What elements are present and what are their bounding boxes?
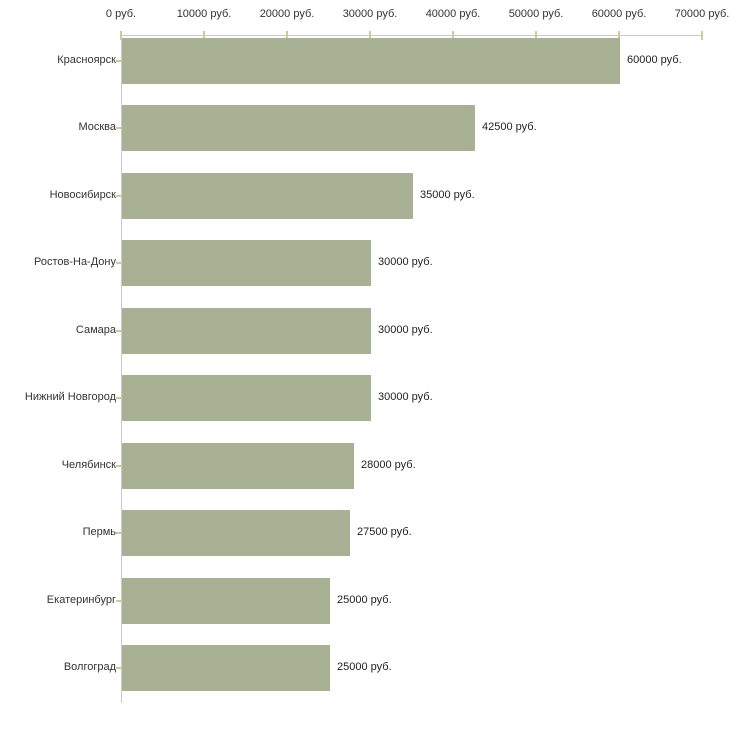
x-axis-tick-label: 40000 руб. (425, 8, 481, 20)
y-axis-line (121, 35, 122, 703)
bar (122, 510, 350, 556)
value-label: 30000 руб. (378, 391, 433, 403)
category-label: Ростов-На-Дону (33, 256, 116, 268)
bar (122, 38, 620, 84)
category-label: Екатеринбург (46, 594, 116, 606)
bar (122, 578, 330, 624)
x-axis-tick-label: 60000 руб. (591, 8, 647, 20)
x-axis-tick-mark (618, 31, 620, 40)
y-axis-tick-mark (116, 600, 121, 602)
y-axis-tick-mark (116, 667, 121, 669)
x-axis-line (121, 35, 703, 36)
value-label: 25000 руб. (337, 594, 392, 606)
category-label: Самара (75, 324, 116, 336)
y-axis-tick-mark (116, 127, 121, 129)
value-label: 60000 руб. (627, 54, 682, 66)
x-axis-tick-mark (120, 31, 122, 40)
category-label: Волгоград (63, 661, 116, 673)
y-axis-tick-mark (116, 330, 121, 332)
x-axis-tick-label: 0 руб. (105, 8, 137, 20)
x-axis-tick-mark (701, 31, 703, 40)
x-axis-tick-mark (203, 31, 205, 40)
x-axis-tick-mark (535, 31, 537, 40)
x-axis-tick-mark (369, 31, 371, 40)
category-label: Красноярск (57, 54, 116, 66)
category-label: Челябинск (61, 459, 116, 471)
x-axis-tick-label: 70000 руб. (674, 8, 730, 20)
x-axis-tick-mark (286, 31, 288, 40)
category-label: Нижний Новгород (24, 391, 116, 403)
bar (122, 105, 475, 151)
bar (122, 173, 413, 219)
y-axis-tick-mark (116, 60, 121, 62)
x-axis-tick-label: 50000 руб. (508, 8, 564, 20)
value-label: 42500 руб. (482, 121, 537, 133)
y-axis-tick-mark (116, 397, 121, 399)
value-label: 25000 руб. (337, 661, 392, 673)
x-axis-tick-label: 30000 руб. (342, 8, 398, 20)
y-axis-tick-mark (116, 195, 121, 197)
bar (122, 645, 330, 691)
y-axis-tick-mark (116, 262, 121, 264)
x-axis-tick-label: 20000 руб. (259, 8, 315, 20)
category-label: Новосибирск (49, 189, 116, 201)
x-axis-tick-label: 10000 руб. (176, 8, 232, 20)
bar (122, 443, 354, 489)
y-axis-tick-mark (116, 532, 121, 534)
bar (122, 308, 371, 354)
y-axis-tick-mark (116, 465, 121, 467)
value-label: 27500 руб. (357, 526, 412, 538)
value-label: 30000 руб. (378, 324, 433, 336)
category-label: Москва (78, 121, 116, 133)
bar (122, 240, 371, 286)
value-label: 28000 руб. (361, 459, 416, 471)
category-label: Пермь (82, 526, 116, 538)
value-label: 35000 руб. (420, 189, 475, 201)
x-axis-tick-mark (452, 31, 454, 40)
bar (122, 375, 371, 421)
value-label: 30000 руб. (378, 256, 433, 268)
